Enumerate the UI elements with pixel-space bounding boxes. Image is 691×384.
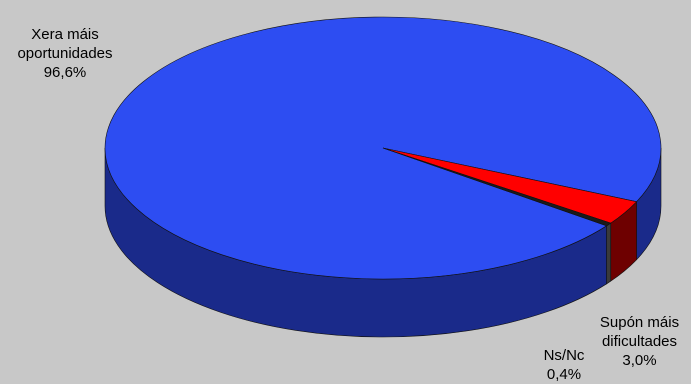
pie-slice-2 bbox=[382, 147, 612, 227]
label-xera-mais-oportunidades: Xera máis oportunidades 96,6% bbox=[17, 26, 113, 81]
pie-side-2-0 bbox=[606, 222, 612, 285]
pie-slice-0 bbox=[104, 16, 662, 280]
label-supon-mais-dificultades: Supón máis dificultades 3,0% bbox=[599, 314, 680, 369]
pie-tops bbox=[104, 16, 662, 280]
label-ns-nc: Ns/Nc 0,4% bbox=[543, 347, 585, 383]
